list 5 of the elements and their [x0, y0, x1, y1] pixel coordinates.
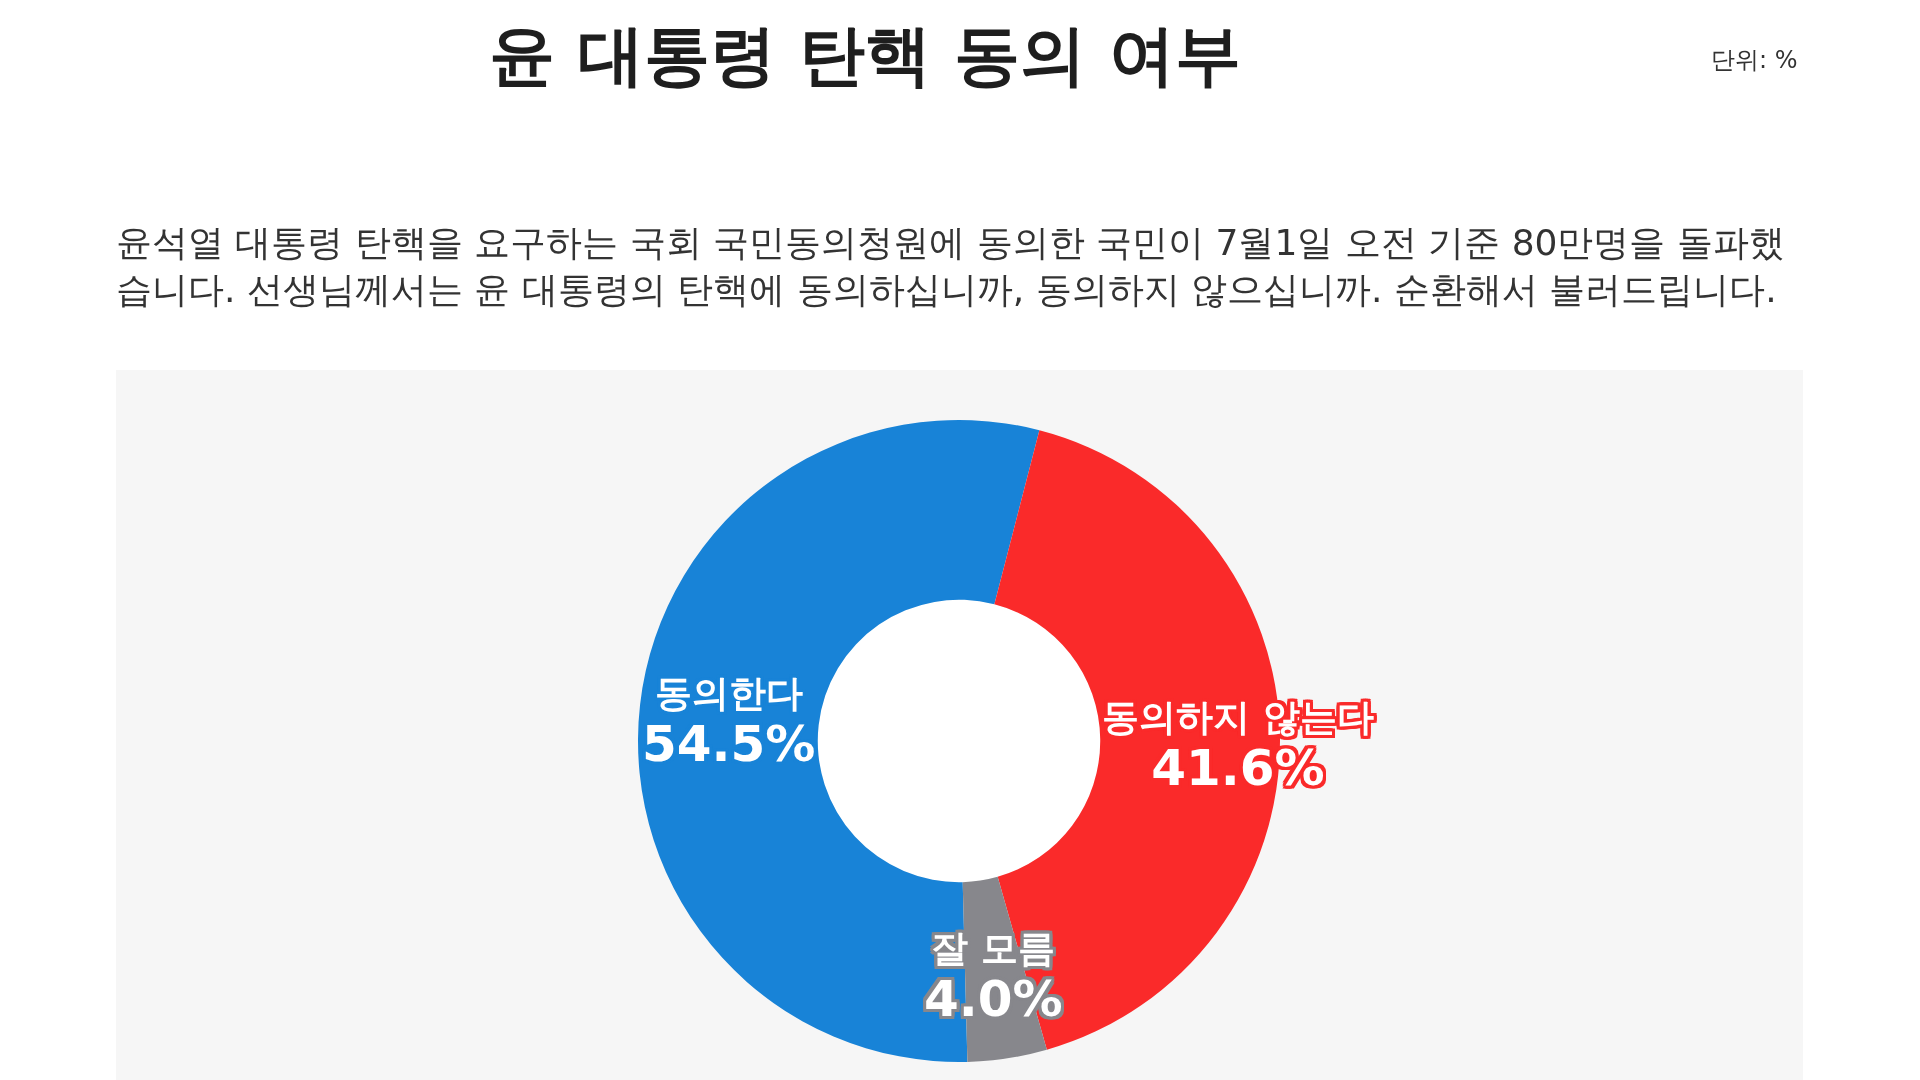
data-label: 54.5% — [642, 714, 816, 773]
chart-title: 윤 대통령 탄핵 동의 여부 — [489, 17, 1241, 95]
text: 단위: % — [1711, 46, 1798, 74]
slice-label: 동의한다 — [654, 672, 803, 715]
chart-subtitle: 윤석열 대통령 탄핵을 요구하는 국회 국민동의청원에 동의한 국민이 7월1일 오전 기준 80만명을 돌파했습니다. 선생님께서는 윤 대통령의 탄핵에 동의하십니까, 동의하지 않으십니까. 순환해서 불러드립니다. — [116, 222, 1785, 310]
